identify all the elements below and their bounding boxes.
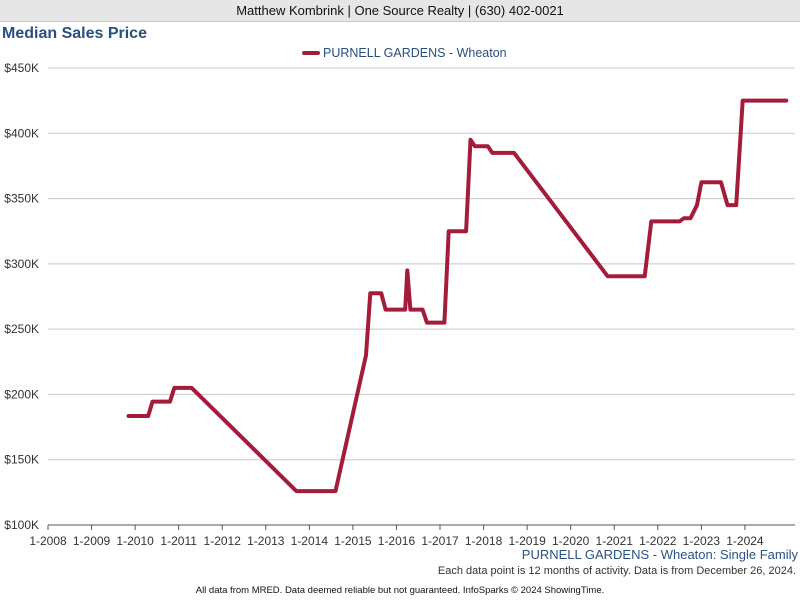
x-tick-label: 1-2020 bbox=[552, 534, 590, 548]
y-axis: $100K $150K $200K $250K $300K $350K $400K $450K bbox=[4, 61, 39, 532]
x-tick-label: 1-2019 bbox=[508, 534, 546, 548]
gridlines bbox=[48, 67, 795, 526]
y-tick-label: $400K bbox=[4, 126, 39, 140]
x-tick-label: 1-2016 bbox=[378, 534, 416, 548]
x-tick-label: 1-2009 bbox=[73, 534, 111, 548]
x-tick-label: 1-2021 bbox=[596, 534, 634, 548]
y-tick-label: $250K bbox=[4, 322, 39, 336]
series-layer bbox=[126, 98, 789, 494]
chart-subtitle: PURNELL GARDENS - Wheaton: Single Family bbox=[521, 547, 798, 562]
x-tick-label: 1-2012 bbox=[204, 534, 242, 548]
x-tick-label: 1-2015 bbox=[334, 534, 372, 548]
agent-header-bar: Matthew Kombrink | One Source Realty | (… bbox=[0, 0, 800, 22]
y-tick-label: $450K bbox=[4, 61, 39, 75]
y-tick-label: $100K bbox=[4, 518, 39, 532]
legend-label: PURNELL GARDENS - Wheaton bbox=[323, 46, 507, 60]
y-tick-label: $150K bbox=[4, 453, 39, 467]
x-tick-label: 1-2018 bbox=[465, 534, 503, 548]
y-tick-label: $200K bbox=[4, 387, 39, 401]
x-tick-label: 1-2008 bbox=[29, 534, 67, 548]
series-line[interactable] bbox=[126, 98, 789, 494]
x-tick-label: 1-2024 bbox=[726, 534, 764, 548]
x-tick-label: 1-2022 bbox=[639, 534, 677, 548]
x-tick-label: 1-2023 bbox=[683, 534, 721, 548]
y-tick-label: $350K bbox=[4, 192, 39, 206]
data-note: Each data point is 12 months of activity… bbox=[437, 565, 796, 577]
x-tick-label: 1-2010 bbox=[116, 534, 154, 548]
legend[interactable]: PURNELL GARDENS - Wheaton bbox=[302, 46, 507, 60]
data-credit: All data from MRED. Data deemed reliable… bbox=[195, 585, 605, 596]
x-tick-label: 1-2011 bbox=[160, 534, 197, 548]
x-axis: 1-2008 1-2009 1-2010 1-2011 1-2012 1-2013 1-20… bbox=[29, 524, 795, 548]
x-tick-label: 1-2014 bbox=[291, 534, 329, 548]
x-tick-label: 1-2013 bbox=[247, 534, 285, 548]
chart-title: Median Sales Price bbox=[2, 25, 147, 42]
x-tick-label: 1-2017 bbox=[421, 534, 459, 548]
y-tick-label: $300K bbox=[4, 257, 39, 271]
